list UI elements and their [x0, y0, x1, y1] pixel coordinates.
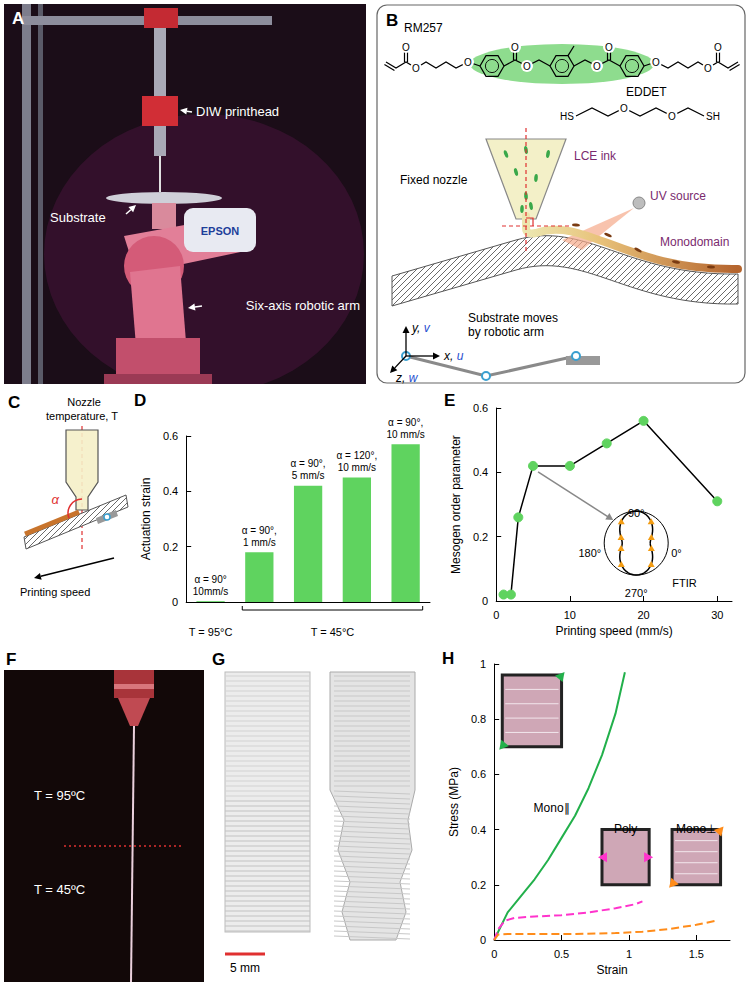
svg-text:Strain: Strain: [596, 963, 627, 977]
svg-text:α: α: [52, 492, 60, 507]
svg-text:Six-axis robotic arm: Six-axis robotic arm: [246, 298, 360, 313]
svg-text:temperature, T: temperature, T: [46, 410, 118, 422]
svg-text:0.5: 0.5: [554, 948, 569, 960]
svg-text:Printing speed (mm/s): Printing speed (mm/s): [555, 624, 672, 638]
svg-text:30: 30: [711, 609, 723, 621]
svg-text:EPSON: EPSON: [201, 225, 240, 237]
svg-text:0.6: 0.6: [471, 768, 486, 780]
svg-text:10 mm/s: 10 mm/s: [338, 462, 376, 473]
svg-text:T = 45°C: T = 45°C: [311, 626, 355, 638]
svg-text:O: O: [464, 57, 472, 68]
svg-text:LCE ink: LCE ink: [574, 149, 617, 163]
svg-text:0.2: 0.2: [473, 531, 488, 543]
svg-text:O: O: [402, 42, 410, 53]
svg-text:1: 1: [480, 658, 486, 670]
svg-text:0: 0: [480, 934, 486, 946]
svg-text:Fixed nozzle: Fixed nozzle: [400, 173, 468, 187]
svg-text:0.4: 0.4: [473, 466, 488, 478]
svg-text:T = 45ºC: T = 45ºC: [34, 882, 85, 897]
svg-text:O: O: [668, 111, 676, 122]
svg-text:Nozzle: Nozzle: [67, 396, 101, 408]
svg-text:Monodomain: Monodomain: [660, 235, 729, 249]
svg-text:0.6: 0.6: [163, 430, 178, 442]
svg-text:G: G: [212, 650, 225, 669]
svg-text:Mono⊥: Mono⊥: [676, 822, 716, 836]
svg-text:UV source: UV source: [650, 189, 706, 203]
html-text:H: H: [442, 649, 455, 668]
svg-text:α = 120°,: α = 120°,: [337, 450, 378, 461]
svg-text:90°: 90°: [628, 507, 645, 519]
svg-text:O: O: [593, 61, 601, 72]
svg-text:F: F: [6, 650, 16, 669]
svg-text:α = 90°,: α = 90°,: [388, 417, 423, 428]
svg-text:1 mm/s: 1 mm/s: [243, 537, 276, 548]
svg-text:5 mm/s: 5 mm/s: [292, 470, 325, 481]
svg-text:x, u: x, u: [443, 349, 464, 363]
svg-text:α = 90°,: α = 90°,: [242, 525, 277, 536]
svg-text:B: B: [386, 11, 398, 30]
svg-text:HS: HS: [560, 111, 574, 122]
svg-text:0.4: 0.4: [163, 485, 178, 497]
svg-text:0: 0: [172, 596, 178, 608]
svg-text:z, w: z, w: [395, 371, 419, 384]
svg-text:180°: 180°: [578, 547, 601, 559]
svg-text:0.6: 0.6: [473, 402, 488, 414]
svg-text:0: 0: [482, 595, 488, 607]
svg-text:Printing speed: Printing speed: [20, 586, 90, 598]
svg-text:DIW printhead: DIW printhead: [196, 104, 279, 119]
svg-text:5 mm: 5 mm: [230, 961, 260, 975]
html-text:D: D: [134, 391, 147, 410]
svg-text:EDDET: EDDET: [626, 85, 667, 99]
svg-text:O: O: [704, 63, 712, 74]
svg-text:10: 10: [564, 609, 576, 621]
svg-text:FTIR: FTIR: [672, 577, 696, 589]
svg-text:Substrate: Substrate: [50, 210, 106, 225]
svg-text:10 mm/s: 10 mm/s: [386, 429, 424, 440]
svg-text:0: 0: [493, 609, 499, 621]
svg-text:0.4: 0.4: [471, 824, 486, 836]
svg-text:0: 0: [491, 948, 497, 960]
svg-text:O: O: [412, 63, 420, 74]
svg-text:O: O: [652, 57, 660, 68]
svg-text:O: O: [714, 42, 722, 53]
svg-text:0.2: 0.2: [163, 541, 178, 553]
svg-text:1.5: 1.5: [689, 948, 704, 960]
svg-text:SH: SH: [706, 111, 720, 122]
svg-text:0.2: 0.2: [471, 879, 486, 891]
svg-text:1: 1: [626, 948, 632, 960]
svg-text:α = 90°,: α = 90°,: [291, 458, 326, 469]
svg-text:20: 20: [637, 609, 649, 621]
svg-text:y, v: y, v: [411, 321, 431, 335]
svg-text:Mesogen order parameter: Mesogen order parameter: [449, 435, 463, 574]
svg-text:Stress (MPa): Stress (MPa): [447, 767, 461, 837]
svg-text:270°: 270°: [625, 587, 648, 599]
svg-text:T = 95°C: T = 95°C: [189, 626, 233, 638]
svg-text:Actuation strain: Actuation strain: [139, 478, 153, 561]
svg-text:RM257: RM257: [404, 21, 443, 35]
svg-text:Mono∥: Mono∥: [534, 801, 570, 815]
svg-text:O: O: [523, 61, 531, 72]
svg-text:α = 90°: α = 90°: [194, 574, 226, 585]
svg-text:O: O: [620, 103, 628, 114]
svg-text:O: O: [605, 42, 613, 53]
svg-text:10mm/s: 10mm/s: [193, 586, 229, 597]
svg-text:T = 95ºC: T = 95ºC: [34, 788, 85, 803]
html-text:E: E: [444, 391, 456, 410]
svg-text:by robotic arm: by robotic arm: [468, 325, 544, 339]
svg-text:Poly: Poly: [614, 822, 637, 836]
svg-text:A: A: [12, 9, 24, 28]
svg-text:C: C: [8, 393, 20, 412]
svg-text:0.8: 0.8: [471, 713, 486, 725]
svg-text:0°: 0°: [671, 547, 682, 559]
svg-text:O: O: [511, 42, 519, 53]
svg-text:Substrate moves: Substrate moves: [468, 311, 558, 325]
